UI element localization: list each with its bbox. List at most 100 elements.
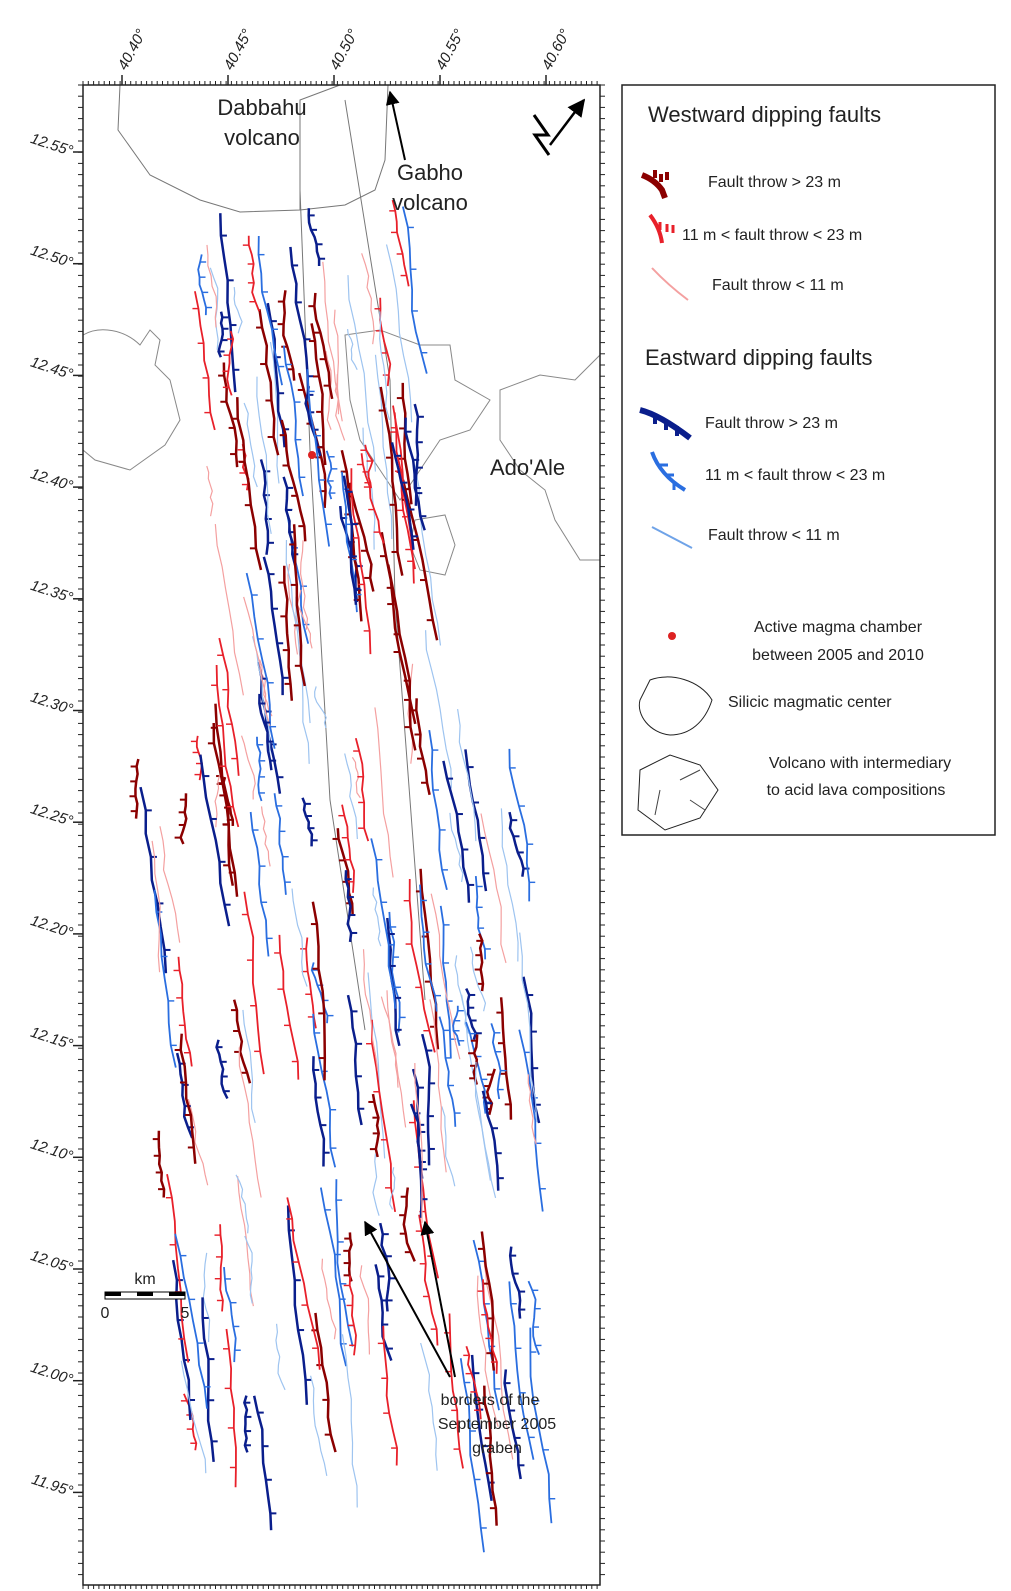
lat-tick-label: 12.10° xyxy=(28,1135,75,1165)
fault-trace xyxy=(153,889,177,1068)
lat-tick-label: 12.05° xyxy=(28,1247,75,1277)
fault-trace xyxy=(134,758,140,819)
fault-trace xyxy=(252,1395,273,1531)
fault-trace xyxy=(421,1033,431,1166)
scale-unit: km xyxy=(134,1271,155,1288)
fault-trace xyxy=(347,1232,353,1282)
fault-trace xyxy=(286,1197,321,1370)
fault-trace xyxy=(371,1019,397,1213)
fault-trace xyxy=(313,292,334,400)
arrow xyxy=(385,90,406,161)
lat-tick-label: 12.40° xyxy=(28,465,75,495)
lon-tick-label: 40.60° xyxy=(539,26,574,72)
fault-trace xyxy=(151,840,161,973)
legend-symbol xyxy=(639,407,692,441)
fault-trace xyxy=(401,206,428,374)
fault-trace xyxy=(439,905,452,1059)
fault-trace xyxy=(465,1345,482,1420)
legend-symbol xyxy=(660,463,676,490)
legend-symbol xyxy=(654,769,706,816)
fault-trace xyxy=(348,1275,357,1356)
fault-trace xyxy=(251,636,271,757)
fault-trace xyxy=(157,1130,166,1198)
fault-trace xyxy=(425,630,452,789)
fault-trace xyxy=(360,453,385,544)
fault-trace xyxy=(344,870,353,943)
fault-trace xyxy=(312,1013,337,1168)
fault-trace xyxy=(314,1312,337,1453)
fault-trace xyxy=(379,311,391,421)
fault-trace xyxy=(225,1328,237,1488)
fault-trace xyxy=(390,442,415,550)
fault-trace xyxy=(278,934,300,1080)
north-arrow xyxy=(549,98,586,146)
gabho-outline xyxy=(299,84,341,210)
fault-trace xyxy=(415,698,431,796)
fault-trace xyxy=(259,459,270,555)
fault-trace xyxy=(197,254,207,316)
fault-trace xyxy=(414,1062,423,1223)
fault-trace xyxy=(206,244,218,328)
fault-trace xyxy=(219,213,237,393)
fault-trace xyxy=(285,539,311,724)
fault-trace xyxy=(296,589,313,649)
scale-label: 0 xyxy=(101,1305,110,1322)
legend-item: to acid lava compositions xyxy=(767,782,946,799)
place-label: Ado'Ale xyxy=(490,455,565,480)
fault-trace xyxy=(508,748,531,902)
fault-trace xyxy=(503,1369,522,1480)
lon-tick-label: 40.40° xyxy=(115,26,150,72)
fault-trace xyxy=(215,665,240,828)
legend: Westward dipping faults Fault throw > 23… xyxy=(621,84,996,836)
fault-trace xyxy=(374,707,394,878)
north-arrow xyxy=(532,114,551,156)
fault-trace xyxy=(194,291,216,431)
fault-trace xyxy=(364,444,374,489)
fault-trace xyxy=(159,826,181,943)
fault-trace xyxy=(312,1056,326,1167)
fault-trace xyxy=(244,1235,253,1304)
fault-trace xyxy=(275,1323,286,1391)
fault-trace xyxy=(256,736,263,802)
fault-trace xyxy=(454,955,470,1034)
fault-trace xyxy=(335,1179,354,1347)
fault-trace xyxy=(385,244,413,423)
scale-bar-segment xyxy=(169,1292,185,1296)
legend-item: Silicic magmatic center xyxy=(728,694,892,711)
fault-trace xyxy=(242,1009,256,1124)
fault-trace xyxy=(457,708,477,842)
legend-symbol xyxy=(650,451,687,492)
scale-bar-segment xyxy=(137,1292,153,1296)
fault-trace xyxy=(179,793,188,845)
fault-trace xyxy=(256,376,272,535)
fault-trace xyxy=(392,405,415,584)
legend-symbol xyxy=(648,213,664,244)
fault-trace xyxy=(247,235,260,312)
legend-symbol xyxy=(637,754,719,831)
annotation: graben xyxy=(472,1440,522,1457)
fault-trace xyxy=(378,1222,391,1312)
fault-trace xyxy=(334,374,346,441)
fault-trace xyxy=(236,397,263,571)
lat-tick-label: 12.20° xyxy=(28,912,75,942)
fault-trace xyxy=(180,1360,207,1474)
legend-item: Fault throw > 23 m xyxy=(708,174,841,191)
lon-tick-label: 40.50° xyxy=(327,26,362,72)
faults xyxy=(129,199,556,1553)
fault-trace xyxy=(480,813,507,964)
fault-trace xyxy=(346,994,363,1126)
legend-symbol xyxy=(653,414,679,436)
fault-trace xyxy=(361,253,375,345)
fault-trace xyxy=(380,531,417,725)
fault-trace xyxy=(474,875,487,960)
fault-trace xyxy=(391,199,410,287)
scale-bar-segment xyxy=(105,1292,121,1296)
fault-trace xyxy=(171,1259,192,1421)
fault-trace xyxy=(478,933,485,992)
fault-trace xyxy=(199,754,231,927)
fault-trace xyxy=(522,976,541,1124)
fault-trace xyxy=(344,753,358,840)
fault-trace xyxy=(346,328,358,370)
fault-trace xyxy=(428,729,448,891)
fault-trace xyxy=(174,1233,208,1409)
